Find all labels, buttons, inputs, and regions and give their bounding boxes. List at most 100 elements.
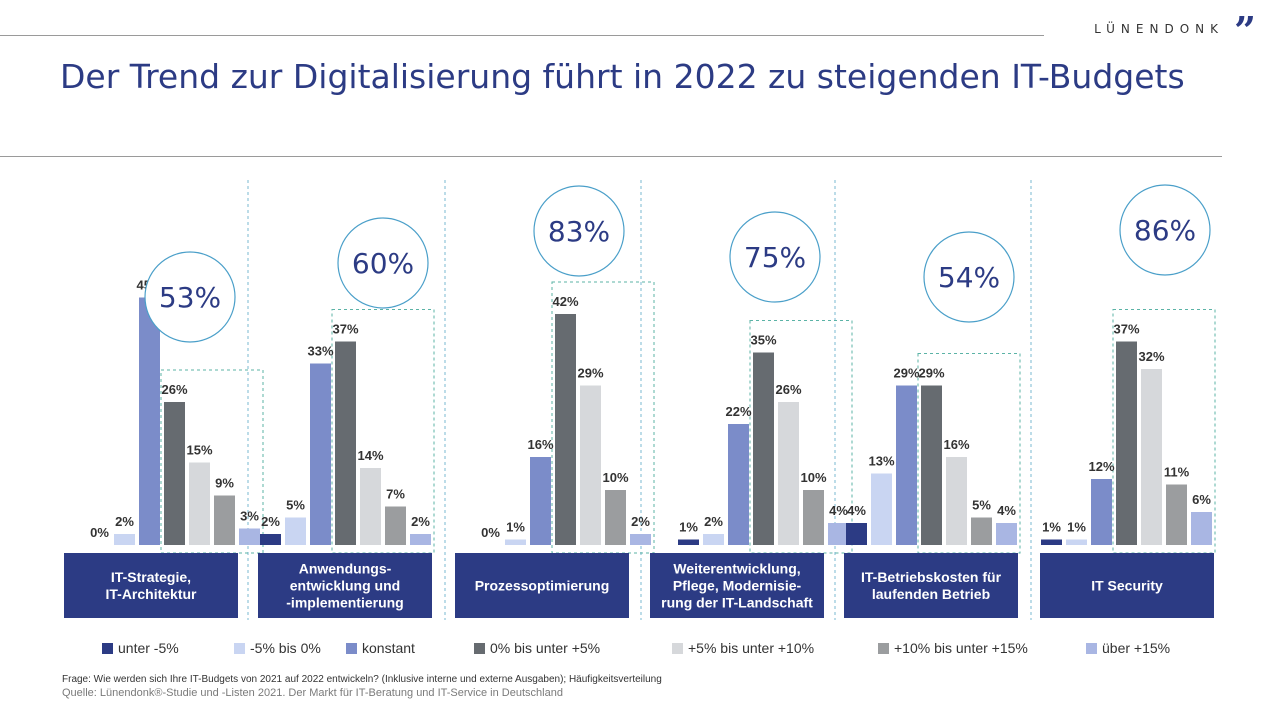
legend-item-1: unter -5% — [102, 640, 179, 656]
value-label-1-2: 2% — [115, 514, 134, 529]
legend-label-2: -5% bis 0% — [250, 640, 321, 656]
bar-1-5 — [189, 462, 210, 545]
value-label-3-1: 0% — [481, 525, 500, 540]
growth-box-5 — [917, 353, 1021, 554]
growth-total-label-4: 75% — [744, 241, 806, 274]
legend-label-3: konstant — [362, 640, 415, 656]
bar-5-1 — [846, 523, 867, 545]
category-label-3-1: Prozessoptimierung — [475, 578, 610, 594]
category-panel-1 — [64, 553, 238, 618]
bar-1-6 — [214, 495, 235, 545]
category-label-1-1: IT-Strategie, — [111, 569, 191, 585]
survey-question: Frage: Wie werden sich Ihre IT-Budgets v… — [62, 674, 662, 685]
value-label-2-7: 2% — [411, 514, 430, 529]
value-label-4-2: 2% — [704, 514, 723, 529]
growth-total-label-3: 83% — [548, 215, 610, 248]
growth-total-circle-1 — [144, 251, 236, 343]
bar-1-7 — [239, 528, 260, 545]
category-label-4-3: rung der IT-Landschaft — [661, 595, 813, 611]
bar-4-2 — [703, 534, 724, 545]
category-label-2-2: entwicklung und — [290, 578, 400, 594]
category-panel-3 — [455, 553, 629, 618]
value-label-1-5: 15% — [186, 443, 212, 458]
bar-1-3 — [139, 297, 160, 545]
bar-5-5 — [946, 457, 967, 545]
value-label-3-2: 1% — [506, 520, 525, 535]
value-label-2-4: 37% — [332, 322, 358, 337]
bar-3-3 — [530, 457, 551, 545]
bar-2-7 — [410, 534, 431, 545]
value-label-5-7: 4% — [997, 503, 1016, 518]
value-label-5-1: 4% — [847, 503, 866, 518]
legend-swatch-3 — [346, 642, 357, 654]
bar-2-2 — [285, 517, 306, 545]
value-label-1-4: 26% — [161, 382, 187, 397]
category-label-5-1: IT-Betriebskosten für — [861, 569, 1002, 585]
bar-6-3 — [1091, 479, 1112, 545]
legend-label-6: +10% bis unter +15% — [894, 640, 1028, 656]
source-note: Quelle: Lünendonk®-Studie und -Listen 20… — [62, 687, 563, 699]
value-label-2-6: 7% — [386, 487, 405, 502]
value-label-3-7: 2% — [631, 514, 650, 529]
category-panel-4 — [650, 553, 824, 618]
bar-2-6 — [385, 506, 406, 545]
legend-swatch-7 — [1086, 642, 1097, 654]
bar-4-6 — [803, 490, 824, 545]
bar-3-5 — [580, 385, 601, 545]
growth-box-3 — [551, 281, 655, 554]
bar-2-4 — [335, 341, 356, 545]
category-label-4-1: Weiterentwicklung, — [673, 561, 800, 577]
category-panel-2 — [258, 553, 432, 618]
legend-swatch-6 — [878, 642, 889, 654]
value-label-4-5: 26% — [775, 382, 801, 397]
bar-6-5 — [1141, 369, 1162, 545]
legend-item-3: konstant — [346, 640, 415, 656]
bar-4-3 — [728, 424, 749, 545]
chart-legend: unter -5% -5% bis 0% konstant 0% bis unter … — [102, 640, 1212, 660]
legend-swatch-2 — [234, 642, 245, 654]
bar-6-2 — [1066, 539, 1087, 545]
value-label-4-3: 22% — [725, 404, 751, 419]
bar-3-2 — [505, 539, 526, 545]
value-label-5-6: 5% — [972, 498, 991, 513]
legend-swatch-1 — [102, 642, 113, 654]
value-label-6-6: 11% — [1164, 465, 1190, 480]
value-label-4-6: 10% — [800, 470, 826, 485]
category-label-2-1: Anwendungs- — [299, 561, 392, 577]
value-label-3-6: 10% — [602, 470, 628, 485]
legend-label-1: unter -5% — [118, 640, 179, 656]
category-label-2-3: -implementierung — [286, 595, 403, 611]
value-label-3-3: 16% — [527, 437, 553, 452]
bar-2-3 — [310, 363, 331, 545]
value-label-5-2: 13% — [868, 454, 894, 469]
growth-total-label-6: 86% — [1134, 214, 1196, 247]
bar-5-4 — [921, 385, 942, 545]
legend-label-7: über +15% — [1102, 640, 1171, 656]
value-label-2-2: 5% — [286, 498, 305, 513]
value-label-2-1: 2% — [261, 514, 280, 529]
growth-total-circle-5 — [923, 231, 1015, 323]
legend-label-4: 0% bis unter +5% — [490, 640, 601, 656]
growth-total-circle-3 — [533, 185, 625, 277]
value-label-6-4: 37% — [1113, 322, 1139, 337]
growth-total-label-2: 60% — [352, 247, 414, 280]
brand-logo-text: LÜNENDONK — [1094, 22, 1224, 36]
growth-total-label-1: 53% — [159, 281, 221, 314]
legend-item-5: +5% bis unter +10% — [672, 640, 814, 656]
category-label-5-2: laufenden Betrieb — [872, 586, 990, 602]
value-label-6-2: 1% — [1067, 520, 1086, 535]
legend-item-2: -5% bis 0% — [234, 640, 321, 656]
title-rule — [0, 156, 1222, 157]
growth-total-circle-4 — [729, 211, 821, 303]
legend-swatch-4 — [474, 642, 485, 654]
bar-3-6 — [605, 490, 626, 545]
bar-6-6 — [1166, 484, 1187, 545]
bar-6-4 — [1116, 341, 1137, 545]
bar-6-7 — [1191, 512, 1212, 545]
value-label-5-5: 16% — [943, 437, 969, 452]
bar-2-1 — [260, 534, 281, 545]
header-rule — [0, 35, 1044, 36]
value-label-3-4: 42% — [552, 294, 578, 309]
legend-swatch-5 — [672, 642, 683, 654]
bar-5-2 — [871, 473, 892, 545]
